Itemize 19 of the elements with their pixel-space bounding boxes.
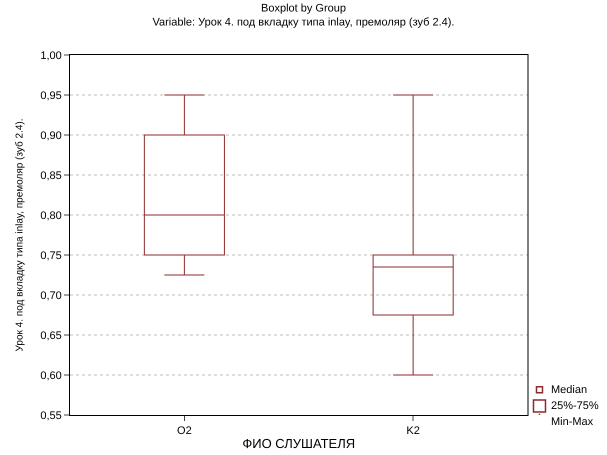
x-tick-label: K2 xyxy=(406,425,420,438)
chart-title: Boxplot by Group xyxy=(261,2,346,14)
y-tick-label: 0,95 xyxy=(40,90,62,102)
y-axis-title: Урок 4. под вкладку типа inlay, премоляр (зуб 2.4). xyxy=(14,118,26,352)
text: Min-Max xyxy=(551,416,594,428)
y-tick-label: 0,90 xyxy=(40,130,62,142)
y-tick-label: 0,80 xyxy=(40,210,62,222)
y-tick-label: 0,75 xyxy=(40,250,62,262)
y-tick-label: 0,70 xyxy=(40,290,62,302)
y-tick-label: 0,60 xyxy=(40,370,62,382)
x-tick-label: O2 xyxy=(177,425,192,438)
y-tick-label: 1,00 xyxy=(40,50,62,62)
text: Median xyxy=(551,384,588,396)
y-tick-label: 0,85 xyxy=(40,170,62,182)
y-tick-label: 0,55 xyxy=(40,410,62,422)
x-axis-title: ФИО СЛУШАТЕЛЯ xyxy=(242,436,356,451)
chart-subtitle: Variable: Урок 4. под вкладку типа inlay, премоляр (зуб 2.4). xyxy=(152,16,455,29)
text: 25%-75% xyxy=(551,400,599,412)
y-tick-label: 0,65 xyxy=(40,330,62,342)
